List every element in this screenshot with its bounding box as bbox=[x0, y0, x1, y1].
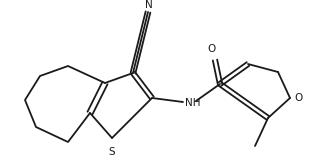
Text: S: S bbox=[109, 147, 115, 157]
Text: NH: NH bbox=[185, 98, 201, 108]
Text: O: O bbox=[294, 93, 302, 103]
Text: O: O bbox=[208, 44, 216, 54]
Text: N: N bbox=[145, 0, 153, 10]
